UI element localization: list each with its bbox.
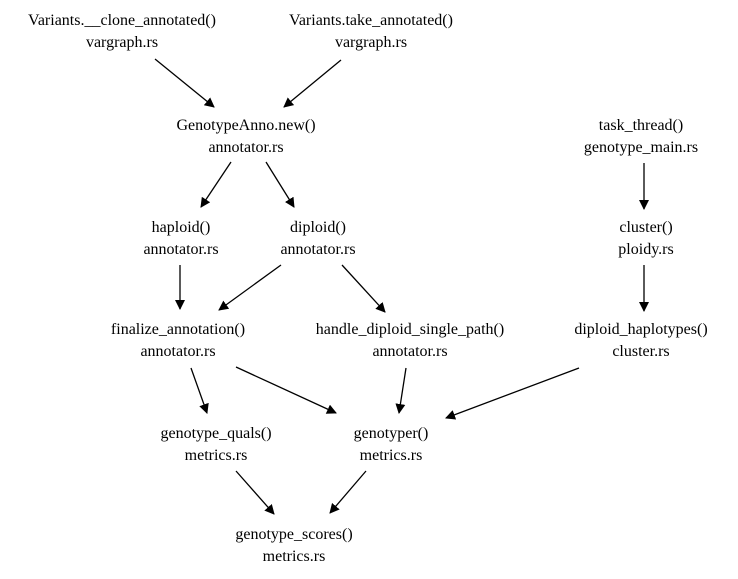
node-function-label: Variants.take_annotated() [289,12,453,29]
node-file-label: annotator.rs [280,241,356,258]
node-file-label: annotator.rs [140,343,216,360]
node-file-label: annotator.rs [143,241,219,258]
node-file-label: cluster.rs [612,343,670,360]
node-file-label: genotype_main.rs [583,139,699,156]
node-function-label: finalize_annotation() [110,321,246,338]
edge-diploid-haplotypes-to-genotyper [445,367,580,420]
graph-node-take-annotated: Variants.take_annotated() vargraph.rs [289,10,453,54]
edge-genotype-anno-new-to-diploid [265,161,295,208]
graph-node-finalize-annotation: finalize_annotation() annotator.rs [111,319,245,363]
node-function-label: genotyper() [353,425,429,442]
edge-finalize-annotation-to-genotype-quals [190,367,209,414]
node-file-label: vargraph.rs [85,34,159,51]
graph-node-genotype-scores: genotype_scores() metrics.rs [235,524,352,568]
graph-node-diploid-haplotypes: diploid_haplotypes() cluster.rs [574,319,707,363]
node-file-label: metrics.rs [359,447,423,464]
node-function-label: haploid() [151,219,211,236]
edge-genotype-quals-to-genotype-scores [235,470,275,515]
graph-node-cluster: cluster() ploidy.rs [618,217,673,261]
edge-take-annotated-to-genotype-anno-new [283,59,342,108]
node-function-label: handle_diploid_single_path() [315,321,505,338]
graph-node-genotype-anno-new: GenotypeAnno.new() annotator.rs [176,115,315,159]
node-function-label: Variants.__clone_annotated() [28,12,216,29]
node-file-label: vargraph.rs [334,34,408,51]
node-function-label: task_thread() [598,117,684,134]
node-function-label: GenotypeAnno.new() [176,117,316,134]
edge-handle-diploid-single-path-to-genotyper [395,367,407,414]
node-file-label: metrics.rs [184,447,248,464]
graph-node-task-thread: task_thread() genotype_main.rs [584,115,698,159]
edge-diploid-to-handle-diploid-single-path [341,264,386,313]
node-function-label: genotype_quals() [160,425,272,442]
edge-finalize-annotation-to-genotyper [235,366,337,414]
graph-node-handle-diploid-single-path: handle_diploid_single_path() annotator.rs [316,319,504,363]
node-function-label: diploid_haplotypes() [574,321,708,338]
node-file-label: metrics.rs [262,548,326,565]
edge-group [154,58,649,515]
node-file-label: annotator.rs [372,343,448,360]
graph-node-genotype-quals: genotype_quals() metrics.rs [160,423,271,467]
node-file-label: annotator.rs [208,139,284,156]
graph-node-genotyper: genotyper() metrics.rs [354,423,429,467]
edge-clone-annotated-to-genotype-anno-new [154,58,215,108]
edge-genotyper-to-genotype-scores [329,470,367,514]
edge-genotype-anno-new-to-haploid [200,161,232,208]
node-function-label: genotype_scores() [235,526,353,543]
node-function-label: diploid() [290,219,346,236]
node-file-label: ploidy.rs [618,241,674,258]
node-function-label: cluster() [619,219,673,236]
graph-node-clone-annotated: Variants.__clone_annotated() vargraph.rs [28,10,216,54]
edge-diploid-to-finalize-annotation [218,264,282,311]
graph-node-haploid: haploid() annotator.rs [143,217,218,261]
graph-node-diploid: diploid() annotator.rs [280,217,355,261]
